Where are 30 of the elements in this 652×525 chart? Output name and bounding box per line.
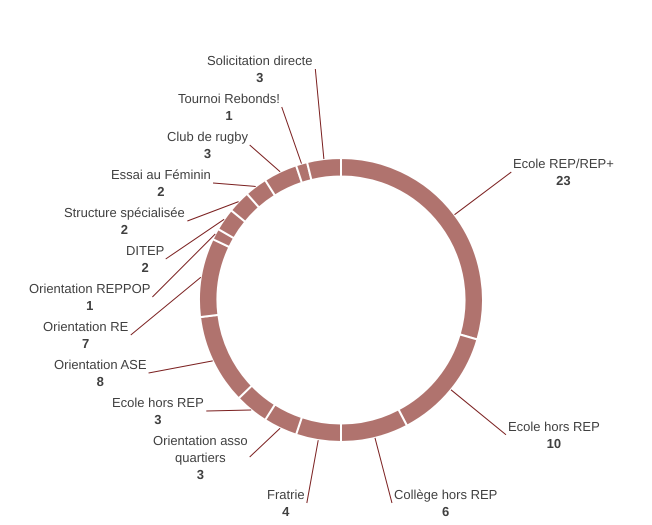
data-label: 1 <box>86 298 94 313</box>
data-label: 2 <box>142 260 149 275</box>
data-label: 23 <box>556 172 571 188</box>
slice-label: Orientation asso quartiers <box>153 433 248 465</box>
data-label: 3 <box>204 146 212 161</box>
slice-label: Solicitation directe <box>207 53 312 68</box>
data-label: 4 <box>282 504 290 519</box>
slice-label: Collège hors REP <box>394 487 498 502</box>
slice-label: Structure spécialisée <box>64 205 185 220</box>
slice-label: Tournoi Rebonds! <box>178 91 280 106</box>
data-label: 8 <box>96 374 104 389</box>
slice-label: Fratrie <box>267 487 305 502</box>
data-label: 3 <box>196 466 204 482</box>
slice-label: Essai au Féminin <box>111 167 211 182</box>
data-label: 6 <box>442 504 450 519</box>
data-label: 7 <box>82 336 90 351</box>
slice-label: Club de rugby <box>167 129 248 144</box>
slice-label: Ecole hors REP <box>508 419 600 434</box>
data-label: 2 <box>120 222 128 237</box>
slice-label: DITEP <box>126 243 164 258</box>
data-label: 3 <box>154 412 162 427</box>
data-label: 2 <box>157 184 164 199</box>
slice-label: Orientation ASE <box>54 357 147 372</box>
slice-label: Ecole REP/REP+ <box>513 156 614 171</box>
slice-label: Ecole hors REP <box>112 395 204 410</box>
data-label: 1 <box>225 108 233 123</box>
slice-label: Orientation RE <box>43 319 129 334</box>
slice-label: Orientation REPPOP <box>29 281 150 296</box>
data-label: 3 <box>256 70 264 85</box>
data-label: 10 <box>546 436 562 451</box>
